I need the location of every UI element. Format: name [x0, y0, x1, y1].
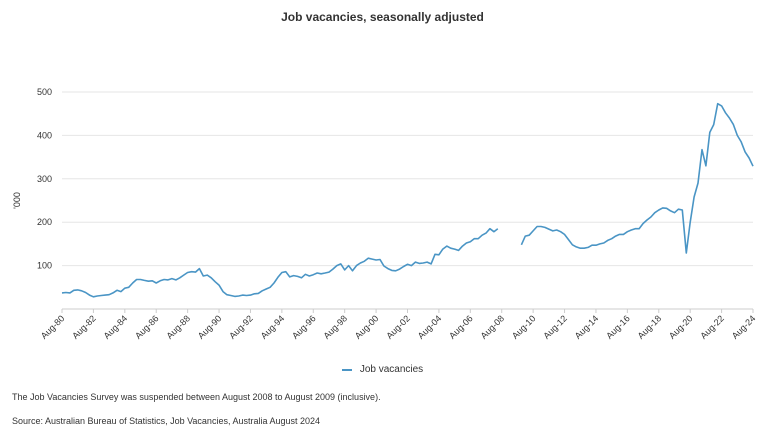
x-tick-label: Aug-20 [667, 313, 695, 341]
x-tick-label: Aug-94 [259, 313, 287, 341]
source-note: Source: Australian Bureau of Statistics,… [12, 416, 321, 426]
x-tick-label: Aug-96 [290, 313, 318, 341]
x-tick-label: Aug-16 [604, 313, 632, 341]
x-tick-label: Aug-06 [447, 313, 475, 341]
x-tick-label: Aug-82 [70, 313, 98, 341]
x-tick-label: Aug-90 [196, 313, 224, 341]
x-tick-label: Aug-84 [102, 313, 130, 341]
y-axis-label: '000 [12, 192, 22, 209]
legend-line-swatch [341, 368, 352, 371]
x-tick-label: Aug-24 [730, 313, 758, 341]
x-tick-label: Aug-14 [573, 313, 601, 341]
x-tick-label: Aug-02 [384, 313, 412, 341]
x-tick-label: Aug-88 [164, 313, 192, 341]
series-line-segment [61, 227, 499, 298]
y-tick-label: 100 [37, 261, 52, 271]
x-tick-label: Aug-10 [510, 313, 538, 341]
x-tick-label: Aug-04 [416, 313, 444, 341]
x-tick-label: Aug-18 [636, 313, 664, 341]
legend-label: Job vacancies [359, 364, 424, 375]
gridlines [62, 91, 753, 267]
legend[interactable]: Job vacancies [0, 364, 765, 375]
series-layer [61, 102, 754, 298]
survey-note: The Job Vacancies Survey was suspended b… [12, 392, 381, 402]
x-tick-label: Aug-80 [39, 313, 67, 341]
x-tick-label: Aug-92 [227, 313, 255, 341]
x-tick-label: Aug-22 [698, 313, 726, 341]
chart-title: Job vacancies, seasonally adjusted [281, 10, 484, 24]
x-tick-label: Aug-86 [133, 313, 161, 341]
y-tick-label: 400 [37, 130, 52, 140]
y-tick-label: 500 [37, 87, 52, 97]
x-tick-label: Aug-12 [541, 313, 569, 341]
x-tick-label: Aug-98 [321, 313, 349, 341]
y-tick-label: 300 [37, 174, 52, 184]
y-tick-label: 200 [37, 217, 52, 227]
series-line-segment [520, 102, 754, 254]
x-tick-label: Aug-08 [479, 313, 507, 341]
x-tick-label: Aug-00 [353, 313, 381, 341]
